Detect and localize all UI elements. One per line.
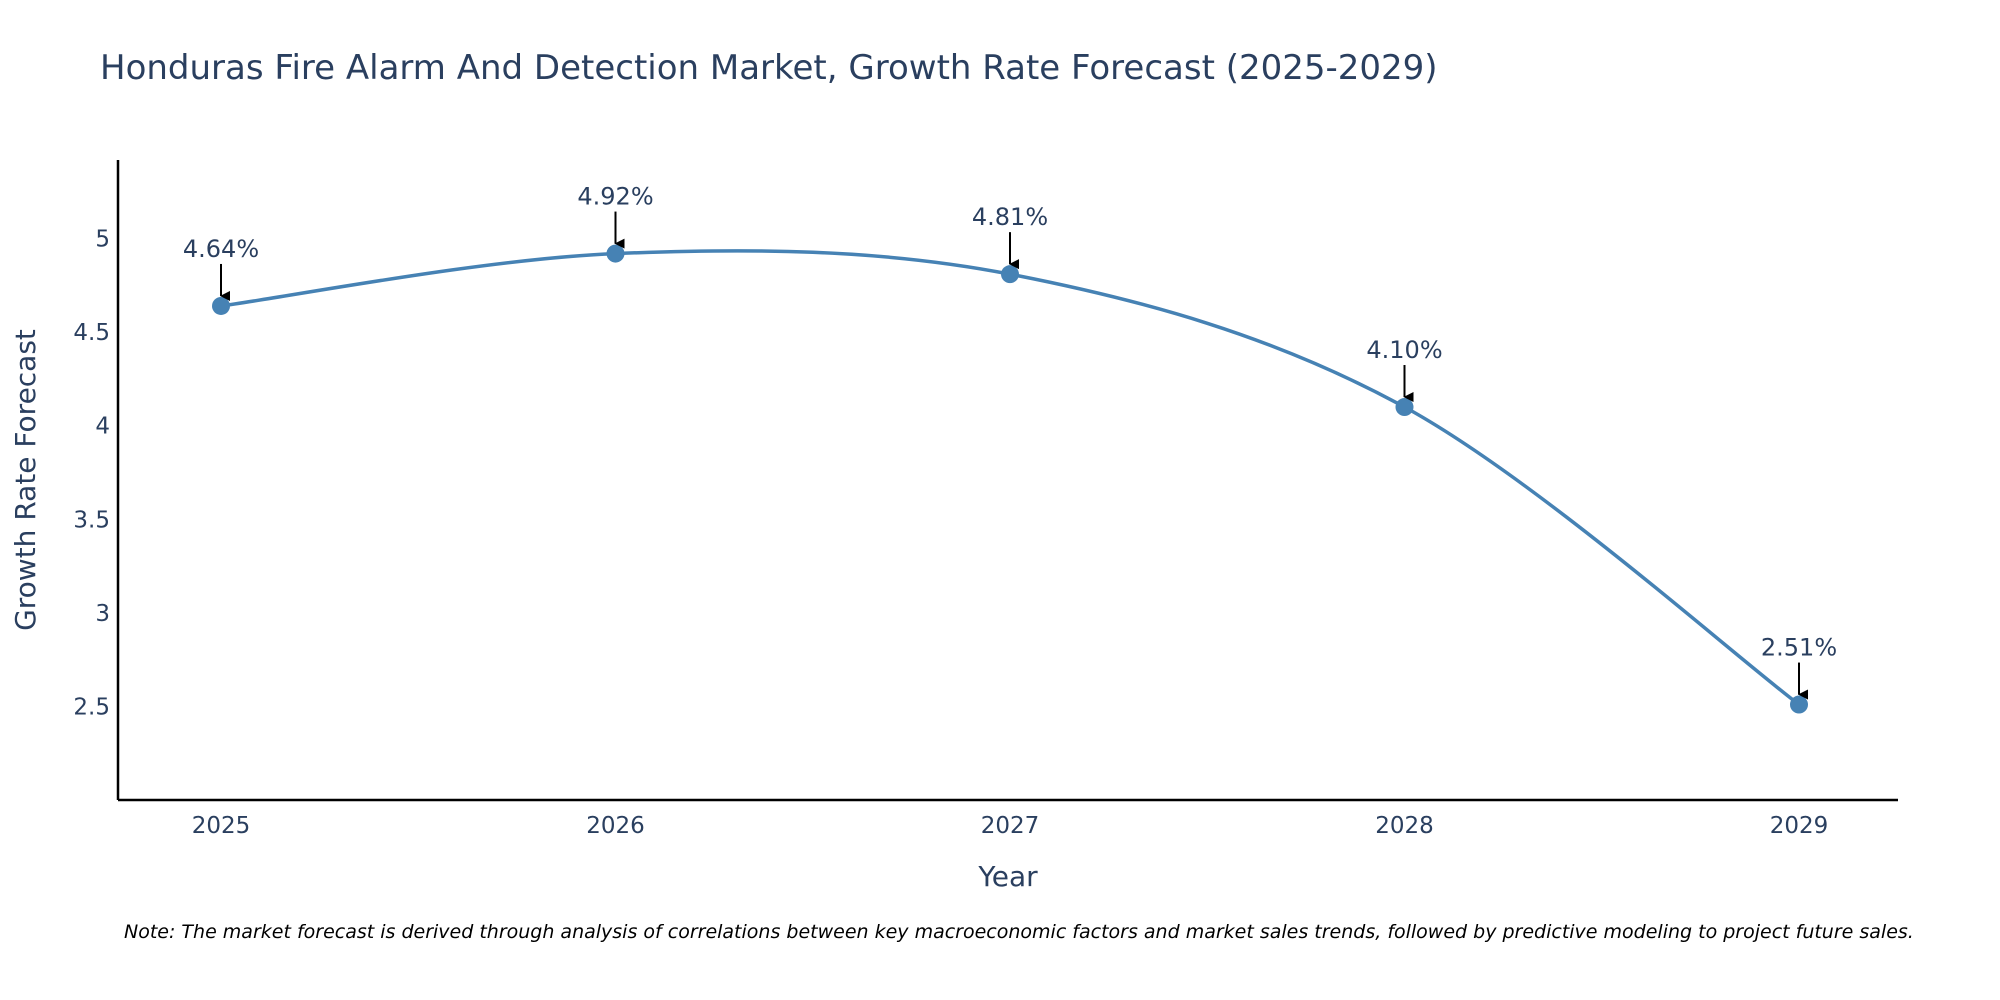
data-label: 4.92%	[577, 183, 653, 211]
x-tick-label: 2028	[1375, 813, 1434, 839]
data-point	[212, 296, 230, 315]
y-tick-label: 4.5	[73, 320, 110, 346]
footnote: Note: The market forecast is derived thr…	[124, 921, 1914, 943]
data-label: 4.10%	[1366, 336, 1442, 364]
data-point	[606, 244, 625, 263]
data-label: 4.64%	[183, 235, 259, 263]
x-tick-label: 2027	[981, 813, 1040, 839]
x-tick-label: 2025	[192, 813, 251, 839]
y-tick-label: 3	[95, 601, 110, 627]
y-tick-label: 5	[95, 227, 110, 253]
x-tick-label: 2029	[1770, 813, 1829, 839]
y-tick-label: 2.5	[73, 694, 110, 720]
x-axis-title: Year	[977, 860, 1038, 893]
data-label: 2.51%	[1761, 634, 1837, 662]
y-tick-label: 4	[95, 414, 110, 440]
y-axis-title: Growth Rate Forecast	[9, 329, 42, 631]
data-point	[1395, 398, 1414, 417]
data-point	[1790, 695, 1808, 714]
series-line	[220, 249, 1801, 706]
x-tick-label: 2026	[586, 813, 645, 839]
data-point	[1001, 265, 1019, 284]
y-tick-label: 3.5	[73, 507, 110, 533]
chart-title: Honduras Fire Alarm And Detection Market…	[100, 48, 1438, 88]
data-label: 4.81%	[972, 203, 1048, 231]
